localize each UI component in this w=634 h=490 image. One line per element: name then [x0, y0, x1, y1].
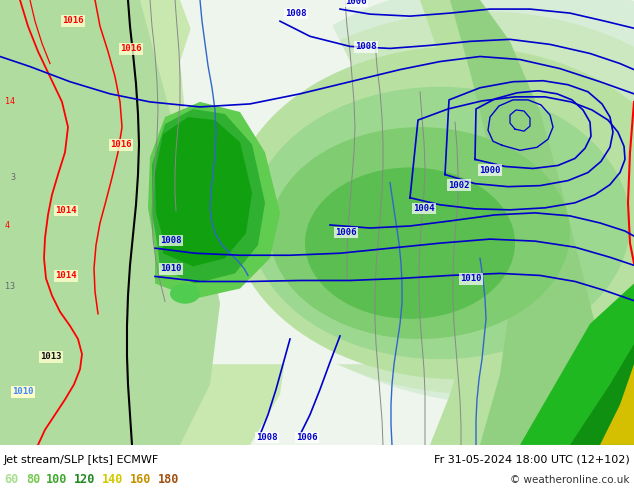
Text: 1016: 1016: [120, 45, 141, 53]
Polygon shape: [420, 0, 550, 445]
Polygon shape: [0, 0, 634, 445]
Text: 1008: 1008: [160, 236, 181, 245]
Polygon shape: [148, 102, 280, 298]
Ellipse shape: [215, 11, 634, 394]
Text: Jet stream/SLP [kts] ECMWF: Jet stream/SLP [kts] ECMWF: [4, 455, 159, 465]
Ellipse shape: [270, 127, 570, 339]
Text: 1002: 1002: [448, 181, 470, 190]
Text: 3: 3: [10, 172, 15, 182]
Ellipse shape: [250, 87, 630, 359]
Polygon shape: [155, 117, 252, 267]
Polygon shape: [520, 284, 634, 445]
Text: 1004: 1004: [413, 204, 434, 213]
Text: 1010: 1010: [12, 388, 34, 396]
Polygon shape: [600, 364, 634, 445]
Text: 120: 120: [74, 473, 95, 487]
Text: 140: 140: [102, 473, 124, 487]
Text: 1006: 1006: [335, 228, 356, 237]
Text: 1013: 1013: [40, 352, 61, 361]
Text: 1016: 1016: [110, 140, 131, 149]
Text: 1006: 1006: [296, 433, 318, 442]
Text: 1016: 1016: [62, 16, 84, 25]
Ellipse shape: [220, 0, 634, 405]
Polygon shape: [152, 109, 265, 284]
Polygon shape: [180, 0, 410, 364]
Text: 1008: 1008: [256, 433, 278, 442]
Text: 1014: 1014: [55, 206, 77, 215]
Text: 180: 180: [158, 473, 179, 487]
Text: © weatheronline.co.uk: © weatheronline.co.uk: [510, 475, 630, 485]
Text: 80: 80: [26, 473, 40, 487]
Text: 1000: 1000: [479, 166, 500, 174]
Polygon shape: [0, 0, 290, 445]
Polygon shape: [0, 0, 155, 384]
Text: 1008: 1008: [285, 9, 306, 18]
Text: 13: 13: [5, 282, 15, 291]
Ellipse shape: [170, 284, 200, 304]
Ellipse shape: [305, 168, 515, 319]
Text: 14: 14: [5, 97, 15, 106]
Text: 1010: 1010: [12, 388, 34, 396]
Text: 1008: 1008: [355, 43, 377, 51]
Text: 160: 160: [130, 473, 152, 487]
Text: Fr 31-05-2024 18:00 UTC (12+102): Fr 31-05-2024 18:00 UTC (12+102): [434, 455, 630, 465]
Text: 4: 4: [5, 221, 10, 230]
Text: 1014: 1014: [55, 271, 77, 280]
Text: 1010: 1010: [460, 274, 481, 284]
Polygon shape: [0, 0, 220, 445]
Text: 100: 100: [46, 473, 67, 487]
Ellipse shape: [230, 47, 634, 379]
Text: 1010: 1010: [160, 265, 181, 273]
Text: 1006: 1006: [345, 0, 366, 6]
Polygon shape: [570, 344, 634, 445]
Text: 60: 60: [4, 473, 18, 487]
Polygon shape: [450, 0, 600, 445]
